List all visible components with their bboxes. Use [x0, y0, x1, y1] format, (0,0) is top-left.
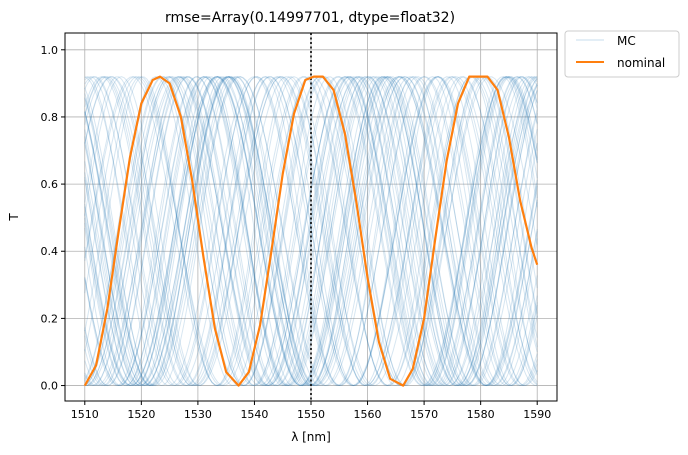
y-axis: 0.0 0.2 0.4 0.6 0.8 1.0	[41, 44, 65, 393]
y-tick-label: 0.4	[41, 245, 59, 258]
mc-line	[84, 76, 538, 387]
mc-line	[84, 76, 538, 386]
mc-line	[84, 76, 538, 387]
grid	[65, 33, 557, 401]
x-axis-label: λ [nm]	[291, 430, 331, 444]
mc-line	[84, 76, 538, 387]
mc-line	[84, 76, 538, 387]
x-tick-label: 1510	[71, 408, 99, 421]
mc-line	[84, 76, 538, 387]
nominal-series	[83, 75, 539, 387]
legend-box	[564, 30, 680, 78]
x-axis: 1510 1520 1530 1540 1550 1560 1570 1580 1590	[71, 401, 551, 421]
nominal-line	[83, 75, 539, 387]
mc-line	[84, 76, 538, 387]
legend-nominal-label: nominal	[617, 56, 665, 70]
mc-line	[84, 76, 538, 387]
y-axis-label: T	[7, 213, 21, 222]
y-tick-label: 0.2	[41, 312, 59, 325]
mc-line	[84, 76, 538, 387]
mc-line	[84, 76, 538, 387]
mc-line	[84, 76, 538, 387]
x-tick-label: 1530	[184, 408, 212, 421]
chart-title: rmse=Array(0.14997701, dtype=float32)	[165, 10, 455, 26]
mc-line	[84, 76, 538, 387]
x-tick-label: 1560	[354, 408, 382, 421]
mc-line	[84, 76, 538, 387]
x-tick-label: 1590	[523, 408, 551, 421]
mc-line	[84, 76, 538, 387]
mc-line	[84, 76, 538, 387]
x-tick-label: 1570	[410, 408, 438, 421]
x-tick-label: 1550	[297, 408, 325, 421]
mc-line	[84, 76, 538, 387]
mc-line	[84, 76, 538, 387]
mc-line	[84, 76, 538, 387]
mc-line	[84, 76, 538, 387]
y-tick-label: 1.0	[41, 44, 59, 57]
x-tick-label: 1520	[127, 408, 155, 421]
mc-line	[84, 76, 538, 387]
y-tick-label: 0.8	[41, 111, 59, 124]
y-tick-label: 0.0	[41, 380, 59, 393]
mc-line	[84, 76, 538, 387]
mc-line	[84, 76, 538, 387]
x-tick-label: 1540	[240, 408, 268, 421]
mc-line	[84, 76, 538, 387]
legend: MC nominal	[564, 30, 680, 78]
legend-mc-label: MC	[617, 34, 636, 48]
mc-line	[84, 76, 538, 387]
mc-line	[84, 76, 538, 387]
y-tick-label: 0.6	[41, 178, 59, 191]
mc-line	[84, 76, 538, 387]
x-tick-label: 1580	[467, 408, 495, 421]
mc-line	[84, 76, 538, 387]
